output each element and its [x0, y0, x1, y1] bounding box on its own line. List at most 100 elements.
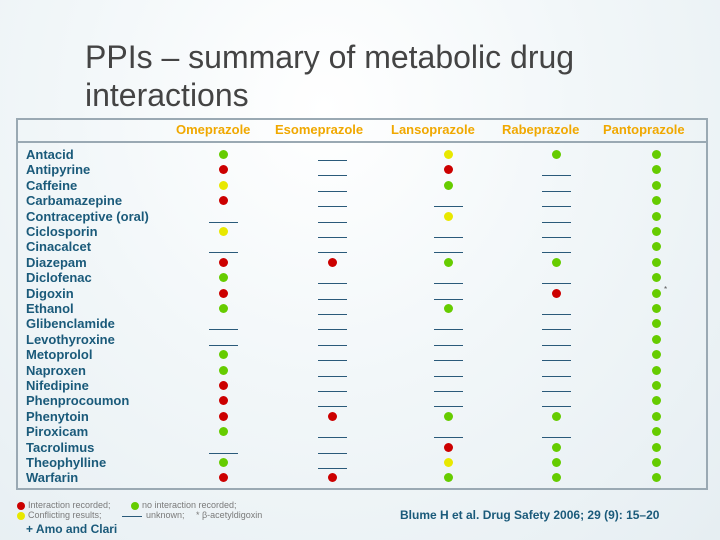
drug-label-caffeine: Caffeine: [26, 177, 78, 193]
unknown-dash-contraceptive-oral-esomeprazole: [318, 221, 347, 223]
green-dot-phenytoin-pantoprazole: [652, 411, 661, 421]
unknown-dash-piroxicam-esomeprazole: [318, 437, 347, 439]
yellow-dot-theophylline-lansoprazole: [444, 458, 453, 467]
red-dot-nifedipine-omeprazole: [219, 381, 228, 390]
drug-label-ethanol: Ethanol: [26, 301, 74, 316]
green-dot-phenytoin-lansoprazole: [444, 411, 453, 421]
unknown-dash-phenprocoumon-rabeprazole: [542, 406, 571, 408]
unknown-dash-digoxin-esomeprazole: [318, 298, 347, 300]
drug-label-antacid: Antacid: [26, 147, 74, 162]
unknown-dash-carbamazepine-esomeprazole: [318, 206, 347, 208]
unknown-dash-contraceptive-oral-rabeprazole: [542, 221, 571, 223]
legend-interaction-recorded: Interaction recorded;: [28, 500, 111, 510]
unknown-dash-contraceptive-oral-omeprazole: [209, 221, 238, 223]
green-dot-warfarin-pantoprazole: [652, 473, 661, 483]
green-dot-warfarin-lansoprazole: [444, 473, 453, 483]
unknown-dash-ethanol-esomeprazole: [318, 314, 347, 315]
unknown-dash-digoxin-lansoprazole: [434, 298, 463, 300]
red-dot-warfarin-omeprazole: [219, 473, 228, 483]
interaction-table-frame: [16, 118, 708, 490]
drug-label-contraceptive-oral: Contraceptive (oral): [26, 208, 149, 224]
unknown-dash-caffeine-esomeprazole: [318, 190, 347, 192]
green-dot-antipyrine-pantoprazole: [652, 165, 661, 175]
unknown-dash-glibenclamide-omeprazole: [209, 329, 238, 331]
unknown-dash-diclofenac-esomeprazole: [318, 283, 347, 285]
green-dot-phenytoin-rabeprazole: [552, 411, 561, 421]
drug-label-digoxin: Digoxin: [26, 285, 74, 301]
unknown-dash-caffeine-rabeprazole: [542, 190, 571, 192]
unknown-dash-glibenclamide-rabeprazole: [542, 329, 571, 331]
legend-red-dot: [17, 502, 25, 510]
red-dot-antipyrine-omeprazole: [219, 165, 228, 175]
unknown-dash-ciclosporin-rabeprazole: [542, 237, 571, 238]
red-dot-diazepam-esomeprazole: [328, 257, 337, 267]
green-dot-warfarin-rabeprazole: [552, 473, 561, 483]
unknown-dash-ciclosporin-lansoprazole: [434, 237, 463, 238]
red-dot-phenytoin-omeprazole: [219, 411, 228, 421]
green-dot-diazepam-rabeprazole: [552, 257, 561, 267]
unknown-dash-piroxicam-lansoprazole: [434, 437, 463, 439]
red-dot-diazepam-omeprazole: [219, 257, 228, 267]
unknown-dash-antacid-esomeprazole: [318, 160, 347, 161]
legend-green-dot: [131, 502, 139, 510]
green-dot-naproxen-omeprazole: [219, 365, 228, 375]
green-dot-ethanol-lansoprazole: [444, 304, 453, 313]
unknown-dash-phenprocoumon-esomeprazole: [318, 406, 347, 408]
legend-no-interaction: no interaction recorded;: [142, 500, 237, 510]
green-dot-digoxin-pantoprazole: [652, 288, 661, 298]
unknown-dash-metoprolol-lansoprazole: [434, 360, 463, 362]
unknown-dash-nifedipine-rabeprazole: [542, 391, 571, 392]
green-dot-piroxicam-pantoprazole: [652, 427, 661, 437]
yellow-dot-antacid-lansoprazole: [444, 150, 453, 159]
drug-label-carbamazepine: Carbamazepine: [26, 193, 123, 209]
green-dot-tacrolimus-pantoprazole: [652, 442, 661, 452]
footnote-star: *: [664, 284, 668, 294]
green-dot-ciclosporin-pantoprazole: [652, 227, 661, 236]
unknown-dash-levothyroxine-omeprazole: [209, 344, 238, 346]
unknown-dash-levothyroxine-lansoprazole: [434, 344, 463, 346]
legend-unknown-dash: [122, 516, 142, 517]
green-dot-ethanol-omeprazole: [219, 304, 228, 313]
yellow-dot-ciclosporin-omeprazole: [219, 227, 228, 236]
drug-label-metoprolol: Metoprolol: [26, 347, 93, 363]
column-header-lansoprazole: Lansoprazole: [391, 122, 475, 137]
extra-note: + Amo and Clari: [26, 522, 118, 536]
unknown-dash-nifedipine-lansoprazole: [434, 391, 463, 392]
red-dot-phenytoin-esomeprazole: [328, 411, 337, 421]
legend-yellow-dot: [17, 512, 25, 520]
unknown-dash-cinacalcet-lansoprazole: [434, 252, 463, 254]
unknown-dash-naproxen-rabeprazole: [542, 375, 571, 377]
green-dot-caffeine-lansoprazole: [444, 180, 453, 190]
unknown-dash-carbamazepine-lansoprazole: [434, 206, 463, 208]
legend-beta-acetyldigoxin: * β-acetyldigoxin: [196, 510, 263, 520]
column-header-omeprazole: Omeprazole: [176, 122, 251, 137]
yellow-dot-contraceptive-oral-lansoprazole: [444, 211, 453, 221]
green-dot-antacid-pantoprazole: [652, 150, 661, 159]
drug-label-diazepam: Diazepam: [26, 254, 87, 270]
unknown-dash-carbamazepine-rabeprazole: [542, 206, 571, 208]
reference-citation: Blume H et al. Drug Safety 2006; 29 (9):…: [400, 508, 660, 522]
unknown-dash-metoprolol-esomeprazole: [318, 360, 347, 362]
green-dot-naproxen-pantoprazole: [652, 365, 661, 375]
green-dot-metoprolol-pantoprazole: [652, 350, 661, 360]
drug-label-warfarin: Warfarin: [26, 470, 79, 486]
unknown-dash-cinacalcet-rabeprazole: [542, 252, 571, 254]
column-header-pantoprazole: Pantoprazole: [603, 122, 685, 137]
drug-label-nifedipine: Nifedipine: [26, 378, 89, 393]
unknown-dash-ethanol-rabeprazole: [542, 314, 571, 315]
unknown-dash-antipyrine-esomeprazole: [318, 175, 347, 177]
column-header-esomeprazole: Esomeprazole: [275, 122, 364, 137]
drug-label-tacrolimus: Tacrolimus: [26, 439, 95, 455]
unknown-dash-tacrolimus-omeprazole: [209, 452, 238, 454]
green-dot-glibenclamide-pantoprazole: [652, 319, 661, 329]
red-dot-antipyrine-lansoprazole: [444, 165, 453, 175]
drug-label-diclofenac: Diclofenac: [26, 270, 92, 286]
unknown-dash-phenprocoumon-lansoprazole: [434, 406, 463, 408]
header-separator: [18, 141, 706, 143]
drug-label-levothyroxine: Levothyroxine: [26, 331, 115, 347]
green-dot-diazepam-pantoprazole: [652, 257, 661, 267]
drug-label-naproxen: Naproxen: [26, 362, 86, 378]
green-dot-cinacalcet-pantoprazole: [652, 242, 661, 252]
green-dot-phenprocoumon-pantoprazole: [652, 396, 661, 406]
green-dot-diclofenac-pantoprazole: [652, 273, 661, 283]
